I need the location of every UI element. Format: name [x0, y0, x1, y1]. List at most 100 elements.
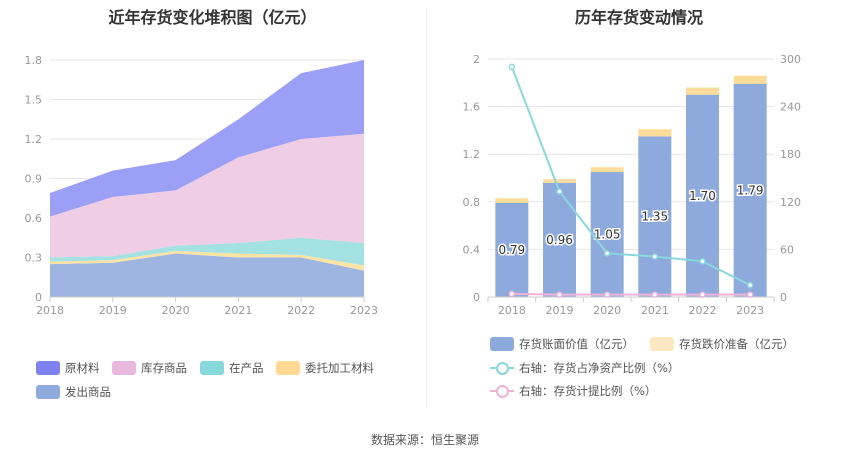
x-tick-label: 2019	[546, 304, 574, 317]
x-tick-label: 2019	[99, 304, 127, 317]
legend-item-work-in-progress[interactable]: 在产品	[200, 360, 264, 376]
y-tick-label: 1.8	[25, 54, 43, 67]
y-right-tick-label: 0	[780, 291, 787, 304]
bar-book-value	[495, 202, 529, 297]
chart-title: 历年存货变动情况	[574, 8, 703, 27]
x-tick-label: 2018	[498, 304, 526, 317]
bar-impairment-reserve	[638, 129, 672, 137]
bar-chart-svg: 0 0.4 0.8 1.2 1.6 2 0 60 120 180 240 300 0.79 0.96 1.0…	[463, 53, 802, 317]
line-point	[746, 281, 754, 289]
x-tick-label: 2022	[689, 304, 717, 317]
legend-label: 存货跌价准备（亿元）	[679, 337, 794, 351]
line-point	[508, 63, 516, 71]
legend-label: 库存商品	[141, 361, 187, 375]
legend-label: 原材料	[65, 361, 100, 375]
y-tick-label: 1.5	[25, 94, 43, 107]
y-right-tick-label: 300	[780, 53, 801, 66]
legend-swatch	[200, 361, 224, 375]
y-tick-label: 1.2	[25, 133, 43, 146]
y-left-tick-label: 0	[473, 291, 480, 304]
y-tick-label: 0.3	[25, 252, 43, 265]
legend-item-provision-ratio[interactable]: 右轴：存货计提比例（%）	[490, 383, 656, 399]
x-tick-label: 2020	[593, 304, 621, 317]
bar-impairment-reserve	[590, 167, 624, 173]
inventory-bar-chart-panel: 历年存货变动情况 0 0.4 0.8 1.2 1.6 2 0 60 120 180 240 300 0.…	[428, 0, 850, 420]
line-point	[699, 258, 706, 265]
bar-impairment-reserve	[543, 179, 576, 183]
y-left-tick-label: 1.2	[463, 148, 481, 161]
legend-label: 在产品	[229, 361, 264, 375]
y-left-tick-label: 0.4	[463, 243, 481, 256]
bar-book-value	[590, 172, 624, 297]
legend-label: 委托加工材料	[305, 361, 374, 375]
line-point	[746, 291, 754, 298]
legend-label: 发出商品	[65, 385, 111, 399]
bar-book-value	[638, 136, 672, 297]
legend-swatch	[36, 361, 60, 375]
bar-data-label: 1.79	[737, 183, 764, 197]
legend-item-finished-goods[interactable]: 库存商品	[112, 360, 187, 376]
bar-book-value	[733, 83, 767, 298]
x-tick-label: 2021	[641, 304, 669, 317]
y-right-tick-label: 240	[780, 101, 801, 114]
bar-data-label: 0.79	[498, 243, 525, 257]
panel-divider	[426, 10, 427, 408]
bar-book-value	[543, 182, 576, 297]
y-left-tick-label: 2	[473, 53, 480, 66]
legend-swatch	[36, 385, 60, 399]
y-right-tick-label: 180	[780, 148, 801, 161]
legend-swatch	[490, 337, 514, 351]
legend-line-swatch	[490, 361, 514, 375]
legend-item-net-asset-ratio[interactable]: 右轴：存货占净资产比例（%）	[490, 360, 679, 376]
x-tick-label: 2020	[162, 304, 190, 317]
legend-item-raw-materials[interactable]: 原材料	[36, 360, 100, 376]
line-point	[556, 188, 563, 195]
bar-data-label: 1.35	[641, 210, 668, 224]
legend-item-book-value[interactable]: 存货账面价值（亿元）	[490, 336, 634, 352]
line-series-右轴：存货占净资产比例（%）	[510, 66, 751, 286]
chart-title: 近年存货变化堆积图（亿元）	[108, 8, 317, 27]
legend-swatch	[112, 361, 136, 375]
legend-item-consigned-materials[interactable]: 委托加工材料	[276, 360, 374, 376]
legend-item-impairment-reserve[interactable]: 存货跌价准备（亿元）	[650, 336, 794, 352]
line-point	[651, 253, 659, 260]
line-point	[603, 291, 611, 298]
bar-impairment-reserve	[495, 198, 529, 203]
area-series-在产品	[50, 237, 364, 266]
area-series-发出商品	[50, 253, 364, 297]
x-tick-label: 2023	[350, 304, 378, 317]
y-right-tick-label: 60	[780, 243, 794, 256]
line-point	[556, 291, 563, 298]
x-tick-label: 2022	[287, 304, 315, 317]
y-tick-label: 0.9	[25, 173, 43, 186]
bar-data-label: 0.96	[546, 233, 573, 247]
y-tick-label: 0.6	[25, 212, 43, 225]
y-left-tick-label: 0.8	[463, 196, 481, 209]
line-series-右轴：存货计提比例（%）	[511, 292, 751, 296]
x-tick-label: 2021	[224, 304, 252, 317]
legend-label: 右轴：存货占净资产比例（%）	[519, 361, 680, 375]
data-source-note: 数据来源：恒生聚源	[370, 433, 479, 447]
line-point	[603, 250, 611, 257]
area-series-库存商品	[50, 133, 364, 258]
legend-label: 存货账面价值（亿元）	[519, 337, 634, 351]
y-left-tick-label: 1.6	[463, 101, 481, 114]
y-tick-label: 0	[35, 291, 42, 304]
legend-swatch	[276, 361, 300, 375]
legend-line-swatch	[490, 384, 514, 398]
x-tick-label: 2018	[36, 304, 64, 317]
bar-data-label: 1.70	[689, 189, 716, 203]
line-point	[651, 291, 659, 298]
area-series-原材料	[50, 60, 364, 217]
bar-impairment-reserve	[686, 87, 719, 95]
line-point	[699, 291, 706, 298]
y-right-tick-label: 120	[780, 196, 801, 209]
area-chart-svg: 0 0.3 0.6 0.9 1.2 1.5 1.8 2018 2019 2020 2021 2022 2…	[25, 54, 379, 317]
legend-item-goods-shipped[interactable]: 发出商品	[36, 384, 111, 400]
stacked-area-chart-panel: 近年存货变化堆积图（亿元） 0 0.3 0.6 0.9 1.2 1.5 1.8 2018 201…	[0, 0, 425, 420]
area-series-委托加工材料	[50, 250, 364, 271]
bar-impairment-reserve	[733, 75, 767, 84]
line-point	[508, 290, 516, 298]
bar-data-label: 1.05	[594, 228, 621, 242]
x-tick-label: 2023	[736, 304, 764, 317]
